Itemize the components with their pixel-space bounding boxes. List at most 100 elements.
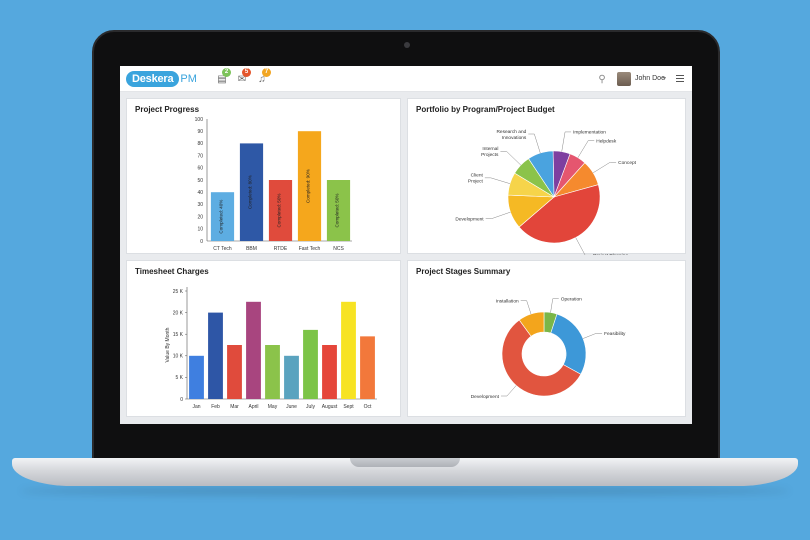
portfolio-budget-title: Portfolio by Program/Project Budget [416, 105, 555, 114]
bar-data-label: Completed: 50% [277, 194, 282, 228]
y-tick-label: 50 [197, 178, 203, 184]
y-tick-label: 20 [197, 214, 203, 220]
y-tick-label: 0 [200, 239, 203, 245]
leader-line [561, 131, 572, 152]
avatar[interactable] [617, 72, 631, 86]
mail-badge: 5 [242, 68, 251, 77]
chevron-down-icon[interactable]: ▾ [663, 76, 667, 82]
leader-line [592, 162, 617, 174]
mail-icon[interactable]: ✉ 5 [236, 68, 251, 86]
pie-slice [528, 150, 555, 199]
bar [322, 345, 337, 399]
laptop-notch [350, 458, 460, 467]
bar [246, 301, 261, 399]
leader-line [520, 300, 532, 315]
x-tick-label: Mar [230, 404, 239, 410]
bar [265, 345, 280, 399]
y-tick-label: 5 K [175, 375, 183, 381]
leader-line [500, 385, 517, 397]
search-icon[interactable]: ⚲ [598, 74, 606, 85]
bar [326, 180, 351, 241]
tasks-icon[interactable]: ▤ 2 [216, 68, 231, 86]
y-tick-label: 0 [180, 397, 183, 403]
x-tick-label: June [286, 404, 297, 410]
leader-line [550, 298, 559, 313]
bell-icon[interactable]: ♫ 7 [256, 68, 271, 86]
x-tick-label: RTDE [274, 246, 288, 252]
leader-line [575, 237, 592, 255]
x-tick-label: BBM [246, 246, 257, 252]
slice-label: Innovations [502, 135, 527, 141]
bar [360, 336, 375, 399]
laptop-shadow [20, 486, 790, 496]
user-name[interactable]: John Doe [635, 75, 665, 82]
slice-label: Project Planning [593, 253, 628, 255]
project-progress-chart: 0 10 20 30 40 50 60 70 80 90 100 Completed: 40% CT T… [195, 117, 352, 252]
x-tick-label: CT Tech [213, 246, 232, 252]
x-tick-label: Feb [211, 404, 220, 410]
pie-slice [518, 311, 545, 337]
menu-icon[interactable] [676, 75, 684, 83]
pie-slice [550, 313, 587, 375]
portfolio-budget-chart: Implementation Helpdesk Concept Project Pla… [455, 129, 637, 255]
bar [268, 180, 293, 241]
project-progress-card: Project Progress 0 10 20 30 40 50 60 70 80 90 100 C… [126, 98, 401, 254]
bar [239, 143, 264, 241]
app-logo[interactable]: Deskera PM [126, 70, 197, 88]
portfolio-budget-card: Portfolio by Program/Project Budget Impl… [407, 98, 686, 255]
y-tick-label: 90 [197, 129, 203, 135]
project-progress-title: Project Progress [135, 105, 200, 114]
slice-label: Helpdesk [596, 138, 617, 144]
slice-label: Project [468, 179, 484, 185]
bar [297, 131, 322, 241]
y-tick-label: 60 [197, 166, 203, 172]
y-tick-label: 40 [197, 190, 203, 196]
project-stages-title: Project Stages Summary [416, 267, 511, 276]
slice-label: Feasibility [604, 331, 626, 337]
pie-slice [501, 319, 582, 397]
bar [208, 312, 223, 399]
y-tick-label: 15 K [173, 332, 184, 338]
slice-label: Implementation [573, 130, 606, 136]
slice-label: Operation [561, 296, 582, 302]
leader-line [582, 333, 603, 339]
y-tick-label: 10 [197, 227, 203, 233]
bar [189, 355, 204, 399]
slice-label: Development [471, 394, 500, 400]
slice-label: Concept [618, 160, 637, 166]
pie-slice [518, 184, 601, 244]
tasks-badge: 2 [222, 68, 231, 77]
slice-label: Research and [496, 129, 526, 135]
bar-data-label: Completed: 40% [219, 200, 224, 234]
leader-line [577, 140, 595, 158]
y-tick-label: 30 [197, 202, 203, 208]
bar [341, 301, 356, 399]
bar-data-label: Completed: 80% [248, 175, 253, 209]
x-tick-label: Jan [192, 404, 200, 410]
x-tick-label: Sept [343, 404, 354, 410]
logo-text: Deskera [126, 71, 180, 87]
slice-label: Internal [482, 146, 498, 152]
bar [303, 329, 318, 399]
timesheet-charges-title: Timesheet Charges [135, 267, 209, 276]
y-tick-label: 20 K [173, 310, 184, 316]
leader-line [500, 151, 522, 166]
leader-line [485, 211, 511, 219]
project-stages-card: Project Stages Summary Operation Feasibil… [407, 260, 686, 417]
slice-label: Development [455, 216, 484, 222]
leader-line [484, 177, 511, 184]
slice-label: Installation [496, 299, 519, 305]
y-tick-label: 25 K [173, 289, 184, 295]
y-axis-label: Value By Month [165, 327, 171, 362]
y-tick-label: 70 [197, 153, 203, 159]
y-tick-label: 100 [195, 117, 204, 123]
leader-line [528, 133, 541, 154]
app-header: Deskera PM ▤ 2 ✉ 5 ♫ 7 ⚲ John Doe ▾ [120, 66, 692, 92]
timesheet-charges-card: Timesheet Charges 0 5 K 10 K 15 K 20 K 25 K Va… [126, 260, 401, 417]
y-tick-label: 10 K [173, 354, 184, 360]
x-tick-label: Fast Tech [299, 246, 321, 252]
x-tick-label: May [268, 404, 278, 410]
slice-label: Client [471, 173, 484, 179]
slice-label: Projects [481, 152, 499, 158]
logo-suffix: PM [180, 73, 197, 85]
